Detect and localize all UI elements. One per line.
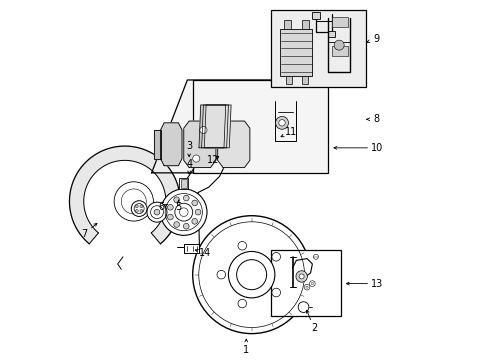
Bar xyxy=(181,179,186,188)
Bar xyxy=(271,249,340,316)
Polygon shape xyxy=(160,123,182,166)
Bar xyxy=(301,76,307,85)
Circle shape xyxy=(238,299,246,308)
Circle shape xyxy=(140,210,142,212)
Polygon shape xyxy=(199,105,225,148)
Circle shape xyxy=(114,182,153,221)
Circle shape xyxy=(271,252,280,261)
Text: 7: 7 xyxy=(81,229,87,239)
Circle shape xyxy=(278,120,285,126)
Text: 12: 12 xyxy=(206,156,219,165)
Circle shape xyxy=(271,288,280,297)
Circle shape xyxy=(160,189,206,235)
Circle shape xyxy=(200,126,206,134)
Bar xyxy=(179,178,188,189)
Circle shape xyxy=(183,223,189,229)
Circle shape xyxy=(135,205,138,208)
Circle shape xyxy=(140,205,142,208)
Polygon shape xyxy=(154,130,160,158)
Polygon shape xyxy=(201,105,228,148)
Polygon shape xyxy=(183,121,216,167)
Circle shape xyxy=(167,204,173,210)
Circle shape xyxy=(309,281,315,287)
Bar xyxy=(285,76,291,85)
Circle shape xyxy=(135,210,138,212)
Text: 2: 2 xyxy=(310,323,317,333)
Circle shape xyxy=(333,40,344,50)
Polygon shape xyxy=(204,105,231,148)
Bar xyxy=(183,244,199,253)
Circle shape xyxy=(173,222,179,228)
Circle shape xyxy=(183,195,189,201)
Text: 5: 5 xyxy=(175,202,181,212)
Circle shape xyxy=(192,216,310,334)
Bar xyxy=(301,20,308,29)
Circle shape xyxy=(167,214,173,220)
Circle shape xyxy=(154,209,160,215)
Circle shape xyxy=(298,302,308,312)
Text: 9: 9 xyxy=(373,34,379,44)
Circle shape xyxy=(217,270,225,279)
Bar xyxy=(331,46,347,56)
Bar xyxy=(312,12,319,19)
Polygon shape xyxy=(217,121,249,167)
Bar xyxy=(331,17,347,27)
Bar xyxy=(192,80,328,173)
Circle shape xyxy=(228,251,274,298)
Circle shape xyxy=(191,200,197,206)
Circle shape xyxy=(173,197,179,203)
Circle shape xyxy=(275,116,288,129)
Text: 6: 6 xyxy=(158,202,164,212)
Text: 3: 3 xyxy=(186,141,192,151)
Text: 11: 11 xyxy=(284,127,296,137)
Text: 14: 14 xyxy=(199,248,211,258)
Text: 10: 10 xyxy=(370,143,382,153)
Circle shape xyxy=(191,219,197,224)
Bar xyxy=(283,20,290,29)
Polygon shape xyxy=(151,80,294,173)
Text: 4: 4 xyxy=(186,159,192,169)
Bar xyxy=(280,29,312,76)
Circle shape xyxy=(295,271,307,282)
Text: 13: 13 xyxy=(370,279,382,289)
Circle shape xyxy=(195,209,201,215)
Text: 8: 8 xyxy=(373,114,379,124)
Circle shape xyxy=(147,202,166,222)
Circle shape xyxy=(304,284,309,290)
Circle shape xyxy=(131,201,147,216)
Bar xyxy=(328,31,334,37)
Polygon shape xyxy=(69,146,180,244)
Circle shape xyxy=(192,155,200,162)
Circle shape xyxy=(299,274,304,279)
Circle shape xyxy=(238,242,246,250)
Bar xyxy=(271,10,365,87)
Circle shape xyxy=(175,203,192,221)
Text: 1: 1 xyxy=(243,345,249,355)
